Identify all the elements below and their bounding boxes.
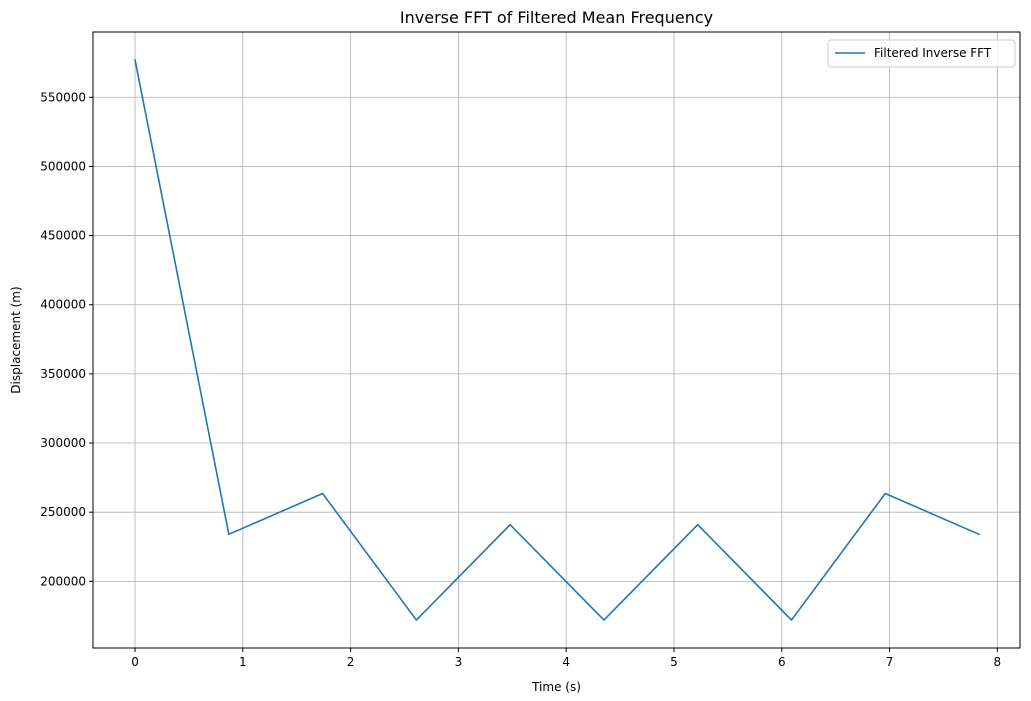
x-tick-label: 5 <box>670 655 678 669</box>
x-tick-label: 6 <box>778 655 786 669</box>
y-tick-label: 300000 <box>40 436 86 450</box>
y-tick-label: 200000 <box>40 574 86 588</box>
legend: Filtered Inverse FFT <box>827 39 1016 68</box>
legend-label-filtered-inverse-fft: Filtered Inverse FFT <box>874 46 992 60</box>
x-axis: 0 1 2 3 4 5 6 7 8 <box>131 648 1001 669</box>
plot-frame <box>92 31 1021 649</box>
y-tick-label: 350000 <box>40 367 86 381</box>
x-tick-label: 4 <box>562 655 570 669</box>
chart-title: Inverse FFT of Filtered Mean Frequency <box>400 8 713 27</box>
y-tick-label: 550000 <box>40 90 86 104</box>
y-tick-label: 250000 <box>40 505 86 519</box>
y-tick-label: 500000 <box>40 159 86 173</box>
x-tick-label: 0 <box>131 655 139 669</box>
y-axis: 200000 250000 300000 350000 400000 450000 5000… <box>40 90 93 588</box>
grid-layer <box>93 32 1020 648</box>
x-tick-label: 3 <box>455 655 463 669</box>
series-layer <box>134 59 980 621</box>
x-tick-label: 7 <box>886 655 894 669</box>
y-tick-label: 400000 <box>40 298 86 312</box>
x-tick-label: 8 <box>994 655 1002 669</box>
x-axis-label: Time (s) <box>531 680 581 694</box>
y-tick-label: 450000 <box>40 229 86 243</box>
legend-box <box>827 39 1016 68</box>
series-line-filtered-inverse-fft <box>134 59 980 621</box>
x-tick-label: 1 <box>239 655 247 669</box>
y-axis-label: Displacement (m) <box>9 286 23 393</box>
x-tick-label: 2 <box>347 655 355 669</box>
